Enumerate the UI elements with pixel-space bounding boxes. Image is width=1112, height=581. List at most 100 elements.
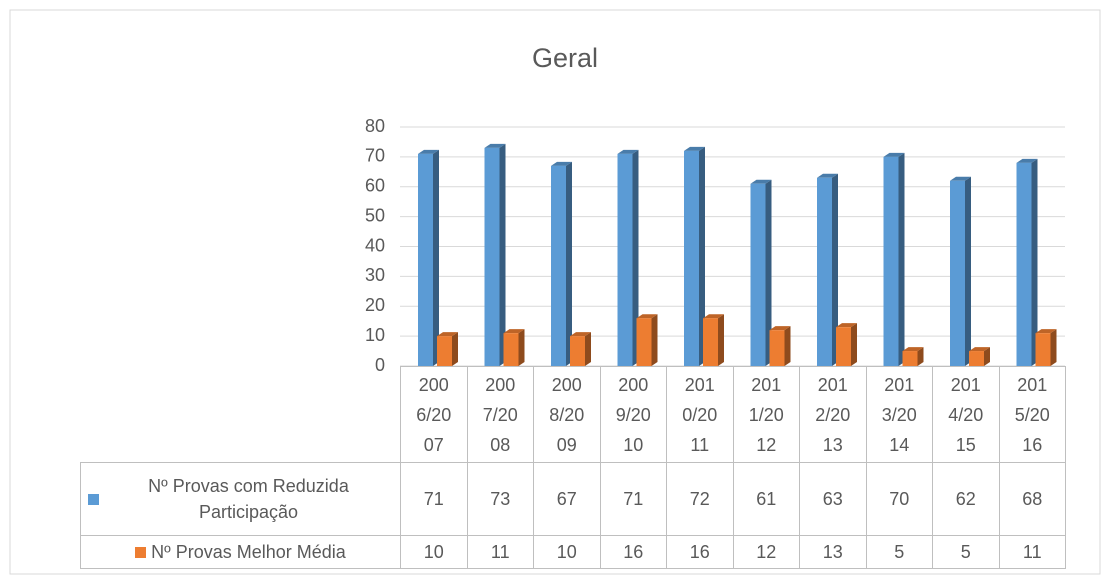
y-tick-label: 20 bbox=[365, 295, 385, 315]
bar-side bbox=[718, 314, 724, 366]
bar-top bbox=[883, 152, 905, 157]
bar bbox=[684, 150, 699, 366]
bar-side bbox=[585, 332, 591, 366]
legend-label: Nº Provas com Reduzida Participação bbox=[148, 476, 349, 522]
bar-side bbox=[851, 323, 857, 366]
bar-side bbox=[518, 329, 525, 366]
value-cell: 71 bbox=[599, 462, 667, 536]
bar-side bbox=[433, 149, 439, 366]
bar-side bbox=[832, 173, 838, 366]
bar-top bbox=[484, 143, 506, 148]
bar bbox=[950, 180, 965, 366]
bar-top bbox=[437, 332, 458, 337]
bar-top bbox=[817, 173, 838, 178]
value-cell-text: 11 bbox=[490, 541, 510, 562]
bar-side bbox=[917, 347, 924, 366]
value-cell: 10 bbox=[533, 535, 601, 569]
category-cell-text: 2009/2010 bbox=[615, 374, 651, 455]
bar-top bbox=[1035, 329, 1057, 334]
bar bbox=[769, 330, 785, 366]
value-cell: 67 bbox=[533, 462, 601, 536]
bar bbox=[437, 336, 452, 366]
y-tick-label: 70 bbox=[365, 146, 385, 166]
value-cell: 70 bbox=[865, 462, 933, 536]
bar-side bbox=[499, 143, 506, 366]
bar-side bbox=[965, 176, 971, 366]
value-cell: 61 bbox=[732, 462, 800, 536]
bar bbox=[836, 327, 851, 366]
bar-top bbox=[750, 179, 772, 184]
value-cell-text: 72 bbox=[689, 488, 710, 509]
bar-side bbox=[452, 332, 458, 366]
category-cell-text: 2012/2013 bbox=[815, 374, 851, 455]
value-cell-text: 63 bbox=[822, 488, 843, 509]
value-cell-text: 62 bbox=[955, 488, 976, 509]
y-tick-label: 60 bbox=[365, 176, 385, 196]
value-cell-text: 61 bbox=[756, 488, 777, 509]
value-cell: 73 bbox=[466, 462, 534, 536]
y-tick-label: 30 bbox=[365, 265, 385, 285]
value-cell-text: 73 bbox=[490, 488, 511, 509]
category-cell-text: 2008/2009 bbox=[549, 374, 585, 455]
bar-top bbox=[703, 314, 724, 319]
category-cell: 2006/2007 bbox=[400, 366, 468, 463]
category-cell: 2009/2010 bbox=[599, 366, 667, 463]
bar-top bbox=[418, 149, 439, 154]
value-cell-text: 10 bbox=[423, 541, 444, 562]
bar-top bbox=[769, 326, 791, 331]
value-cell: 68 bbox=[998, 462, 1066, 536]
value-cell: 5 bbox=[932, 535, 1000, 569]
value-cell-text: 67 bbox=[556, 488, 577, 509]
y-tick-label: 80 bbox=[365, 116, 385, 136]
bar-top bbox=[1016, 158, 1038, 163]
legend-swatch bbox=[87, 493, 99, 505]
value-cell-text: 71 bbox=[623, 488, 644, 509]
bar bbox=[817, 177, 832, 366]
bar-top bbox=[551, 161, 572, 166]
bar bbox=[617, 153, 633, 366]
category-cell: 2014/2015 bbox=[932, 366, 1000, 463]
value-cell: 62 bbox=[932, 462, 1000, 536]
bar-top bbox=[636, 314, 658, 319]
bar-top bbox=[617, 149, 639, 154]
value-cell-text: 13 bbox=[822, 541, 843, 562]
value-cell-text: 70 bbox=[889, 488, 910, 509]
chart-title: Geral bbox=[532, 43, 598, 73]
category-cell-text: 2014/2015 bbox=[948, 374, 984, 455]
bar bbox=[570, 336, 585, 366]
bar-top bbox=[684, 146, 705, 151]
bar bbox=[1016, 162, 1032, 366]
value-cell-text: 12 bbox=[756, 541, 777, 562]
bar bbox=[503, 333, 519, 366]
legend-swatch bbox=[135, 546, 147, 558]
category-cell: 2007/2008 bbox=[466, 366, 534, 463]
value-cell-text: 16 bbox=[623, 541, 644, 562]
y-tick-label: 40 bbox=[365, 235, 385, 255]
category-cell: 2010/2011 bbox=[666, 366, 734, 463]
bar-side bbox=[699, 146, 705, 366]
value-cell: 16 bbox=[599, 535, 667, 569]
bar-side bbox=[1031, 158, 1038, 366]
category-cell: 2008/2009 bbox=[533, 366, 601, 463]
value-cell-text: 71 bbox=[423, 488, 444, 509]
value-cell: 16 bbox=[666, 535, 734, 569]
legend-cell: Nº Provas Melhor Média bbox=[80, 535, 401, 569]
bar bbox=[750, 183, 766, 366]
bar-side bbox=[651, 314, 658, 366]
bar-top bbox=[570, 332, 591, 337]
bar-side bbox=[1050, 329, 1057, 366]
category-cell-text: 2010/2011 bbox=[682, 374, 718, 455]
y-tick-label: 50 bbox=[365, 205, 385, 225]
category-cell: 2013/2014 bbox=[865, 366, 933, 463]
value-cell-text: 68 bbox=[1022, 488, 1043, 509]
value-cell: 5 bbox=[865, 535, 933, 569]
bar-top bbox=[836, 323, 857, 328]
value-cell-text: 11 bbox=[1022, 541, 1042, 562]
bar bbox=[703, 318, 718, 366]
bar bbox=[902, 351, 918, 366]
value-cell: 63 bbox=[799, 462, 867, 536]
legend-cell: Nº Provas com Reduzida Participação bbox=[80, 462, 401, 536]
category-cell-text: 2015/2016 bbox=[1014, 374, 1050, 455]
value-cell-text: 10 bbox=[556, 541, 577, 562]
